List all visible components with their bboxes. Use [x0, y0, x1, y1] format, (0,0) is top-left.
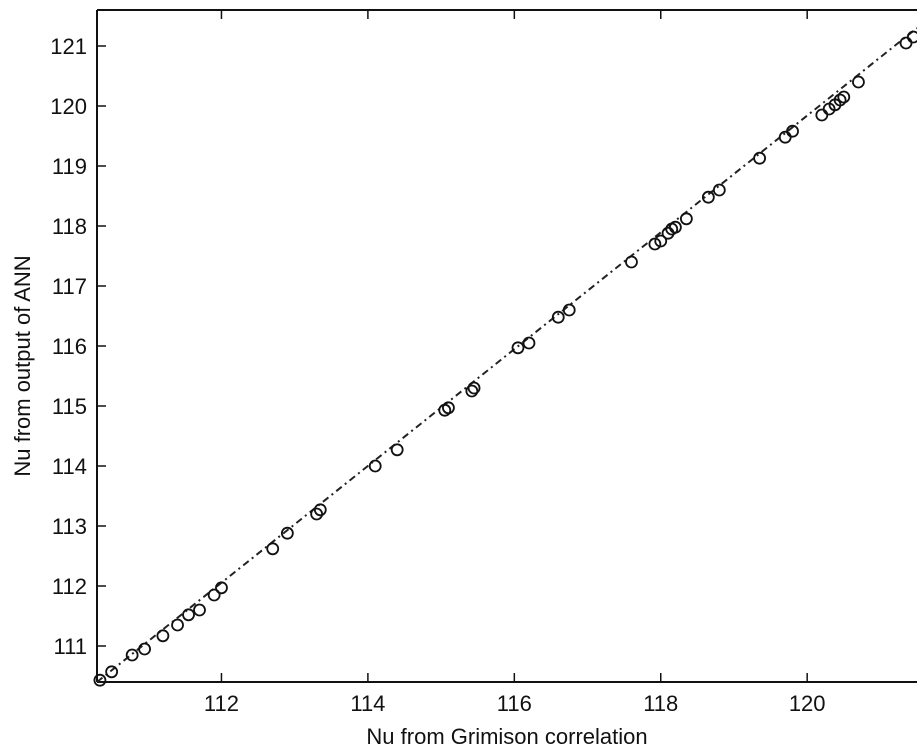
x-tick-label: 120	[789, 691, 826, 716]
y-tick-label: 115	[52, 394, 87, 419]
y-axis-label: Nu from output of ANN	[10, 255, 35, 476]
data-point	[899, 36, 913, 50]
data-point	[753, 151, 766, 165]
data-point	[551, 310, 565, 324]
data-point	[280, 526, 294, 540]
data-point	[562, 303, 576, 317]
data-point	[368, 459, 382, 473]
data-point	[125, 648, 139, 662]
x-axis-label: Nu from Grimison correlation	[366, 724, 647, 749]
y-tick-label: 121	[50, 34, 87, 59]
data-point	[182, 608, 195, 622]
data-points	[93, 30, 917, 687]
data-point	[266, 542, 280, 556]
data-point	[778, 130, 792, 144]
data-point	[906, 30, 917, 44]
data-point	[310, 507, 324, 521]
data-point	[138, 642, 151, 656]
fit-line-layer	[96, 27, 917, 683]
data-point	[193, 603, 206, 617]
data-point	[105, 665, 119, 679]
data-point	[465, 384, 479, 398]
data-point	[511, 341, 525, 355]
y-tick-label: 113	[52, 514, 87, 539]
x-axis-ticks: 112 114 116 118 120	[204, 10, 826, 716]
data-point	[207, 588, 221, 602]
x-tick-label: 114	[350, 691, 385, 716]
y-tick-label: 111	[54, 634, 87, 659]
data-point	[625, 255, 638, 269]
x-tick-label: 118	[643, 691, 678, 716]
data-point	[313, 503, 327, 517]
data-point	[815, 108, 829, 122]
x-tick-label: 112	[204, 691, 239, 716]
data-point	[786, 124, 799, 138]
data-point	[467, 381, 481, 395]
y-tick-label: 114	[52, 454, 87, 479]
data-point	[156, 629, 170, 643]
y-tick-label: 112	[52, 574, 87, 599]
data-point	[93, 673, 107, 687]
data-point	[522, 336, 536, 350]
x-tick-label: 116	[497, 691, 532, 716]
data-point	[215, 581, 228, 595]
data-point	[390, 443, 404, 457]
y-tick-label: 119	[52, 154, 87, 179]
data-point	[171, 618, 184, 632]
data-point	[712, 183, 726, 197]
y-axis-ticks: 111 112 113 114 115 116 117 118 119 120 121	[50, 34, 106, 659]
data-point	[837, 90, 851, 104]
data-point	[852, 75, 865, 89]
y-tick-label: 116	[52, 334, 87, 359]
data-point	[654, 234, 668, 248]
data-point	[679, 212, 693, 226]
fit-line	[96, 27, 917, 683]
plot-frame	[96, 9, 917, 683]
y-tick-label: 120	[50, 94, 87, 119]
data-point	[668, 220, 682, 234]
data-point	[833, 93, 847, 107]
y-tick-label: 117	[52, 274, 87, 299]
data-point	[701, 190, 715, 204]
y-tick-label: 118	[52, 214, 87, 239]
data-point	[442, 401, 455, 415]
